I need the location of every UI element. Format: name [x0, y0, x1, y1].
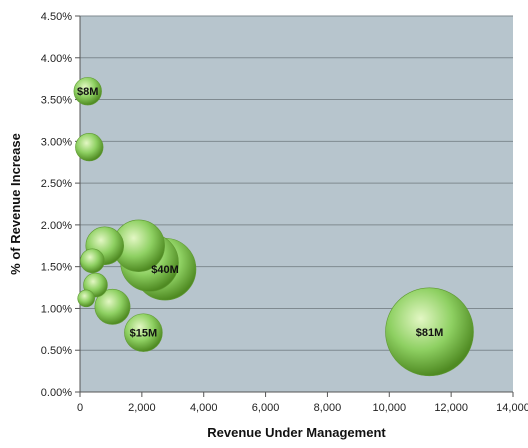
x-tick-label: 6,000 [252, 402, 280, 414]
y-tick-label: 2.50% [41, 178, 72, 190]
x-tick-label: 12,000 [434, 402, 468, 414]
bubble-point [94, 288, 131, 325]
x-axis-tick-labels: 0 2,000 4,000 6,000 8,000 10,000 12,000 14,000 [77, 402, 528, 414]
y-tick-label: 2.00% [41, 220, 72, 232]
x-axis-title: Revenue Under Management [207, 425, 386, 440]
x-tick-label: 2,000 [128, 402, 156, 414]
bubble-labels: $8M $40M $15M $81M [77, 86, 443, 339]
y-tick-label: 1.00% [41, 303, 72, 315]
bubble-data-label: $40M [151, 264, 179, 276]
bubble-data-label: $15M [130, 328, 158, 340]
bubble-point [385, 287, 474, 377]
y-tick-label: 3.00% [41, 136, 72, 148]
y-tick-label: 4.50% [41, 11, 72, 23]
bubbles [73, 77, 474, 377]
bubble-data-label: $8M [77, 86, 98, 98]
y-axis-tick-labels: 0.00% 0.50% 1.00% 1.50% 2.00% 2.50% 3.00% 3.50%… [41, 11, 72, 399]
bubble-point [73, 77, 102, 106]
bubble-point [80, 248, 105, 274]
y-axis-title: % of Revenue Increase [8, 133, 23, 275]
x-tick-label: 0 [77, 402, 83, 414]
y-tick-label: 0.50% [41, 345, 72, 357]
x-tick-label: 4,000 [190, 402, 218, 414]
y-tick-label: 4.00% [41, 53, 72, 65]
axes [79, 16, 513, 393]
y-tick-label: 0.00% [41, 387, 72, 399]
bubble-point [77, 289, 95, 308]
y-tick-label: 3.50% [41, 95, 72, 107]
bubble-point [124, 313, 163, 352]
x-tick-label: 8,000 [314, 402, 342, 414]
x-tick-label: 14,000 [496, 402, 528, 414]
x-tick-label: 10,000 [372, 402, 406, 414]
y-tick-label: 1.50% [41, 262, 72, 274]
bubble-data-label: $81M [416, 327, 444, 339]
bubble-point [75, 133, 104, 162]
